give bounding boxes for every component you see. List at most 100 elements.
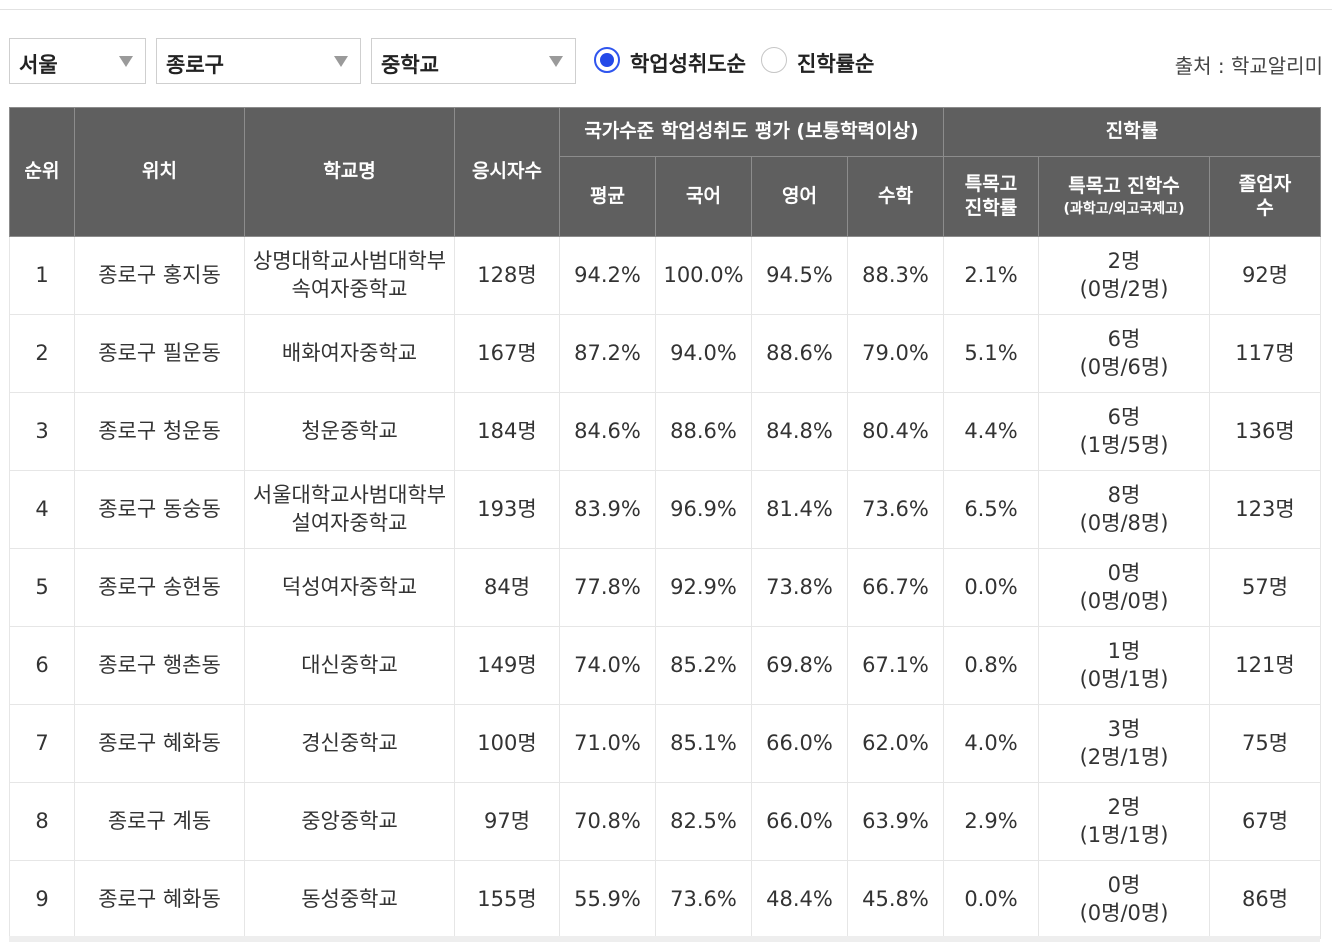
cell-test-takers: 184명 [454,392,560,471]
cell-location: 종로구 홍지동 [74,236,245,315]
cell-korean: 94.0% [655,314,752,393]
cell-graduates: 117명 [1208,314,1322,393]
cell-school: 상명대학교사범대학부 속여자중학교 [244,236,455,315]
cell-location: 종로구 필운동 [74,314,245,393]
cell-english: 88.6% [751,314,848,393]
header-special-count: 특목고 진학수 (과학고/외고국제고) [1038,156,1210,237]
cell-graduates: 123명 [1208,470,1322,549]
table-row: 2 종로구 필운동 배화여자중학교 167명 87.2% 94.0% 88.6% 79.0% 5… [9,314,1322,393]
cell-average: 83.9% [559,470,656,549]
cell-special-rate: 6.5% [943,470,1039,549]
chevron-down-icon [334,56,348,67]
header-average: 평균 [559,156,656,237]
cell-rank: 4 [9,470,75,549]
district-select[interactable]: 종로구 [156,38,361,84]
table-header-row: 순위 위치 학교명 응시자수 국가수준 학업성취도 평가 (보통학력이상) 진학… [9,107,1322,237]
table-bottom-edge [9,936,1320,942]
table-row: 1 종로구 홍지동 상명대학교사범대학부 속여자중학교 128명 94.2% 100.0% 9… [9,236,1322,315]
cell-english: 66.0% [751,782,848,861]
chevron-down-icon [549,56,563,67]
cell-average: 87.2% [559,314,656,393]
cell-english: 48.4% [751,860,848,939]
school-type-select[interactable]: 중학교 [371,38,576,84]
cell-english: 69.8% [751,626,848,705]
table-row: 9 종로구 혜화동 동성중학교 155명 55.9% 73.6% 48.4% 45.8% 0.0… [9,860,1322,939]
cell-korean: 96.9% [655,470,752,549]
cell-special-rate: 4.4% [943,392,1039,471]
cell-average: 94.2% [559,236,656,315]
region-select[interactable]: 서울 [9,38,146,84]
cell-rank: 7 [9,704,75,783]
cell-korean: 92.9% [655,548,752,627]
cell-average: 77.8% [559,548,656,627]
cell-special-count: 6명 (0명/6명) [1038,314,1210,393]
cell-special-count: 3명 (2명/1명) [1038,704,1210,783]
header-rank: 순위 [9,107,75,237]
cell-rank: 9 [9,860,75,939]
chevron-down-icon [119,56,133,67]
cell-korean: 100.0% [655,236,752,315]
cell-math: 67.1% [847,626,944,705]
cell-special-rate: 0.0% [943,548,1039,627]
sort-achievement-radio[interactable]: 학업성취도순 [594,46,754,76]
cell-special-rate: 4.0% [943,704,1039,783]
cell-graduates: 75명 [1208,704,1322,783]
table-row: 4 종로구 동숭동 서울대학교사범대학부 설여자중학교 193명 83.9% 96.9% 81… [9,470,1322,549]
cell-test-takers: 155명 [454,860,560,939]
cell-math: 62.0% [847,704,944,783]
cell-special-rate: 0.8% [943,626,1039,705]
header-achievement-group: 국가수준 학업성취도 평가 (보통학력이상) [559,107,944,157]
table-row: 3 종로구 청운동 청운중학교 184명 84.6% 88.6% 84.8% 80.4% 4.4… [9,392,1322,471]
table-subheader-row: 평균 국어 영어 수학 특목고 진학률 특목고 진학수 (과학고/외고국제고) … [10,156,1322,237]
sort-achievement-label: 학업성취도순 [630,52,746,76]
cell-math: 80.4% [847,392,944,471]
cell-average: 84.6% [559,392,656,471]
header-graduates: 졸업자 수 [1208,156,1322,237]
cell-location: 종로구 혜화동 [74,704,245,783]
header-english: 영어 [751,156,848,237]
sort-admission-radio[interactable]: 진학률순 [761,46,891,76]
cell-graduates: 86명 [1208,860,1322,939]
cell-school: 배화여자중학교 [244,314,455,393]
header-location: 위치 [74,107,245,237]
cell-graduates: 67명 [1208,782,1322,861]
header-special-rate: 특목고 진학률 [943,156,1039,237]
cell-location: 종로구 동숭동 [74,470,245,549]
cell-test-takers: 97명 [454,782,560,861]
table-row: 8 종로구 계동 중앙중학교 97명 70.8% 82.5% 66.0% 63.9% 2.9% 2… [9,782,1322,861]
cell-graduates: 92명 [1208,236,1322,315]
cell-rank: 1 [9,236,75,315]
cell-test-takers: 193명 [454,470,560,549]
cell-average: 71.0% [559,704,656,783]
sort-admission-label: 진학률순 [797,52,875,76]
school-type-select-value: 중학교 [381,53,439,77]
cell-test-takers: 167명 [454,314,560,393]
cell-rank: 5 [9,548,75,627]
cell-korean: 88.6% [655,392,752,471]
header-korean: 국어 [655,156,752,237]
cell-english: 66.0% [751,704,848,783]
cell-average: 70.8% [559,782,656,861]
cell-rank: 8 [9,782,75,861]
cell-korean: 82.5% [655,782,752,861]
header-school: 학교명 [244,107,455,237]
cell-math: 73.6% [847,470,944,549]
cell-school: 대신중학교 [244,626,455,705]
cell-location: 종로구 청운동 [74,392,245,471]
cell-average: 55.9% [559,860,656,939]
cell-school: 중앙중학교 [244,782,455,861]
cell-test-takers: 128명 [454,236,560,315]
header-test-takers: 응시자수 [454,107,560,237]
cell-rank: 3 [9,392,75,471]
cell-special-rate: 0.0% [943,860,1039,939]
radio-checked-icon [594,47,620,73]
cell-school: 청운중학교 [244,392,455,471]
table-row: 6 종로구 행촌동 대신중학교 149명 74.0% 85.2% 69.8% 67.1% 0.8… [9,626,1322,705]
cell-rank: 6 [9,626,75,705]
cell-special-count: 2명 (0명/2명) [1038,236,1210,315]
cell-special-count: 2명 (1명/1명) [1038,782,1210,861]
cell-graduates: 136명 [1208,392,1322,471]
cell-special-rate: 5.1% [943,314,1039,393]
cell-location: 종로구 송현동 [74,548,245,627]
cell-english: 84.8% [751,392,848,471]
